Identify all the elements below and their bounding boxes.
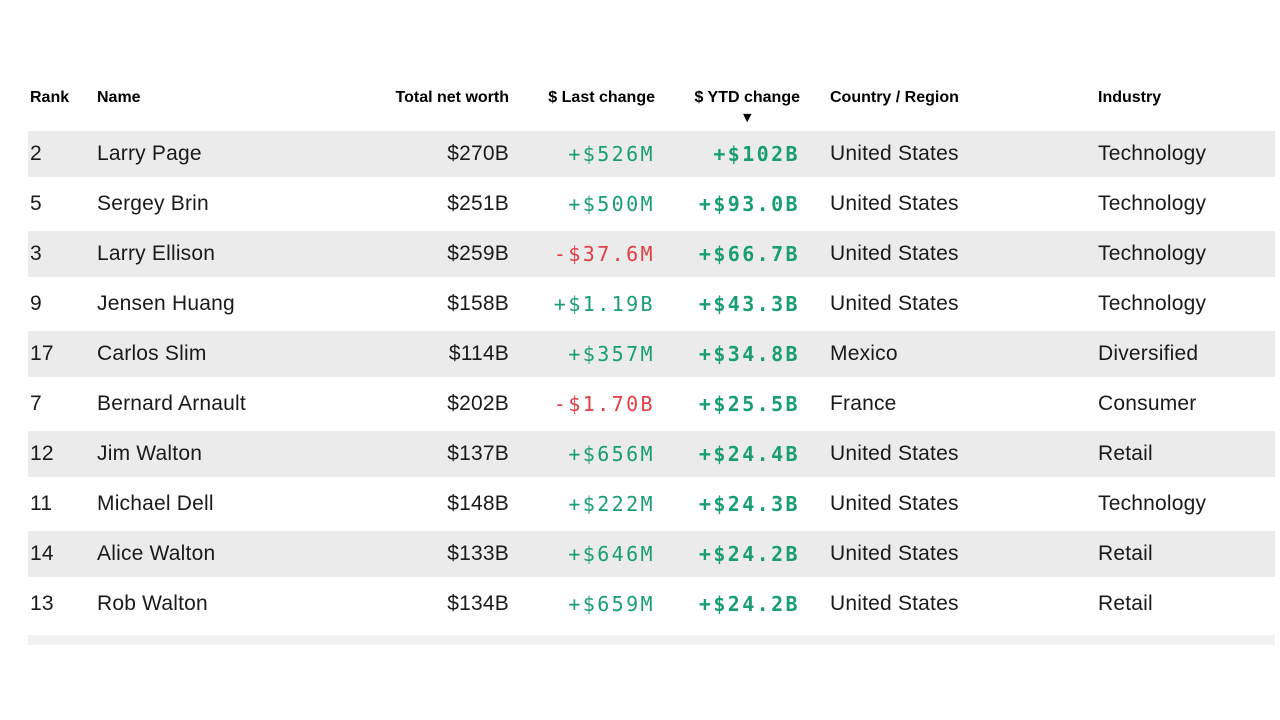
industry-cell: Technology <box>1098 129 1275 179</box>
table-row[interactable]: 17 Carlos Slim $114B +$357M +$34.8B Mexi… <box>28 329 1275 379</box>
table-header: Rank Name Total net worth $ Last change … <box>28 85 1275 129</box>
industry-cell: Retail <box>1098 592 1153 615</box>
industry-cell: Technology <box>1098 292 1207 315</box>
total-net-worth-cell: $251B <box>447 192 509 215</box>
country-cell: United States <box>830 292 959 315</box>
name-cell: Bernard Arnault <box>97 392 246 415</box>
industry-cell: Technology <box>1098 492 1207 515</box>
industry-cell: Technology <box>1098 229 1275 279</box>
last-change-cell: +$656M <box>509 429 655 479</box>
rank-cell: 3 <box>28 229 97 279</box>
name-cell: Alice Walton <box>97 529 385 579</box>
total-net-worth-cell: $270B <box>385 129 509 179</box>
column-header-ytd-change[interactable]: $ YTD change ▼ <box>655 85 800 129</box>
column-header-label: Total net worth <box>395 89 509 106</box>
column-header-rank[interactable]: Rank <box>28 85 97 129</box>
total-net-worth-cell: $158B <box>447 292 509 315</box>
table-row[interactable]: 11 Michael Dell $148B +$222M +$24.3B Uni… <box>28 479 1275 529</box>
column-header-label: Name <box>97 89 141 106</box>
total-net-worth-cell: $202B <box>447 392 509 415</box>
total-net-worth-cell: $133B <box>385 529 509 579</box>
last-change-cell: +$357M <box>509 329 655 379</box>
name-cell: Jensen Huang <box>97 292 235 315</box>
ytd-change-cell: +$24.3B <box>698 492 800 516</box>
ytd-change-cell: +$25.5B <box>698 392 800 416</box>
rank-cell: 17 <box>28 329 97 379</box>
industry-cell: Retail <box>1098 529 1275 579</box>
country-cell: United States <box>830 192 959 215</box>
rank-cell: 9 <box>30 292 42 315</box>
rank-cell: 14 <box>28 529 97 579</box>
column-header-industry[interactable]: Industry <box>1098 85 1275 129</box>
name-cell: Sergey Brin <box>97 192 209 215</box>
last-change-cell: +$646M <box>509 529 655 579</box>
total-net-worth-cell: $148B <box>447 492 509 515</box>
ytd-change-cell: +$24.4B <box>655 429 800 479</box>
last-change-cell: +$500M <box>568 192 655 216</box>
industry-cell: Diversified <box>1098 329 1275 379</box>
column-header-label: Country / Region <box>830 89 959 106</box>
name-cell: Michael Dell <box>97 492 214 515</box>
table-row[interactable]: 12 Jim Walton $137B +$656M +$24.4B Unite… <box>28 429 1275 479</box>
column-header-last-change[interactable]: $ Last change <box>509 85 655 129</box>
table-row[interactable]: 14 Alice Walton $133B +$646M +$24.2B Uni… <box>28 529 1275 579</box>
industry-cell: Consumer <box>1098 392 1197 415</box>
country-cell: United States <box>830 592 959 615</box>
column-header-label: Rank <box>30 89 70 106</box>
rank-cell: 11 <box>30 492 53 515</box>
last-change-cell: +$222M <box>568 492 655 516</box>
rank-cell: 13 <box>30 592 54 615</box>
column-header-country-region[interactable]: Country / Region <box>800 85 1098 129</box>
column-header-label: $ Last change <box>548 89 655 106</box>
country-cell: France <box>830 392 897 415</box>
column-header-total-net-worth[interactable]: Total net worth <box>385 85 509 129</box>
rank-cell: 12 <box>28 429 97 479</box>
table-row[interactable]: 9 Jensen Huang $158B +$1.19B +$43.3B Uni… <box>28 279 1275 329</box>
country-cell: Mexico <box>800 329 1098 379</box>
ytd-change-cell: +$43.3B <box>698 292 800 316</box>
table-row[interactable]: 7 Bernard Arnault $202B -$1.70B +$25.5B … <box>28 379 1275 429</box>
total-net-worth-cell: $259B <box>385 229 509 279</box>
ytd-change-cell: +$66.7B <box>655 229 800 279</box>
last-change-cell: -$37.6M <box>509 229 655 279</box>
country-cell: United States <box>800 529 1098 579</box>
last-change-cell: +$1.19B <box>553 292 655 316</box>
table-row[interactable]: 3 Larry Ellison $259B -$37.6M +$66.7B Un… <box>28 229 1275 279</box>
column-header-name[interactable]: Name <box>97 85 385 129</box>
ytd-change-cell: +$34.8B <box>655 329 800 379</box>
column-header-label: $ YTD change <box>694 89 800 106</box>
total-net-worth-cell: $137B <box>385 429 509 479</box>
country-cell: United States <box>830 492 959 515</box>
ytd-change-cell: +$24.2B <box>698 592 800 616</box>
country-cell: United States <box>800 229 1098 279</box>
industry-cell: Retail <box>1098 429 1275 479</box>
name-cell: Rob Walton <box>97 592 208 615</box>
sort-desc-icon: ▼ <box>743 111 752 124</box>
rank-cell: 7 <box>30 392 42 415</box>
rank-cell: 5 <box>30 192 42 215</box>
country-cell: United States <box>800 129 1098 179</box>
ytd-change-cell: +$24.2B <box>655 529 800 579</box>
rank-cell: 2 <box>28 129 97 179</box>
country-cell: United States <box>800 429 1098 479</box>
billionaires-table: Rank Name Total net worth $ Last change … <box>28 85 1275 629</box>
total-net-worth-cell: $134B <box>447 592 509 615</box>
last-change-cell: -$1.70B <box>553 392 655 416</box>
industry-cell: Technology <box>1098 192 1207 215</box>
name-cell: Carlos Slim <box>97 329 385 379</box>
next-row-partial <box>28 635 1275 645</box>
last-change-cell: +$659M <box>568 592 655 616</box>
total-net-worth-cell: $114B <box>385 329 509 379</box>
ytd-change-cell: +$93.0B <box>698 192 800 216</box>
name-cell: Jim Walton <box>97 429 385 479</box>
ytd-change-cell: +$102B <box>655 129 800 179</box>
table-row[interactable]: 5 Sergey Brin $251B +$500M +$93.0B Unite… <box>28 179 1275 229</box>
table-row[interactable]: 2 Larry Page $270B +$526M +$102B United … <box>28 129 1275 179</box>
column-header-label: Industry <box>1098 89 1162 106</box>
name-cell: Larry Ellison <box>97 229 385 279</box>
last-change-cell: +$526M <box>509 129 655 179</box>
table-body: 2 Larry Page $270B +$526M +$102B United … <box>28 129 1275 629</box>
name-cell: Larry Page <box>97 129 385 179</box>
table-row[interactable]: 13 Rob Walton $134B +$659M +$24.2B Unite… <box>28 579 1275 629</box>
